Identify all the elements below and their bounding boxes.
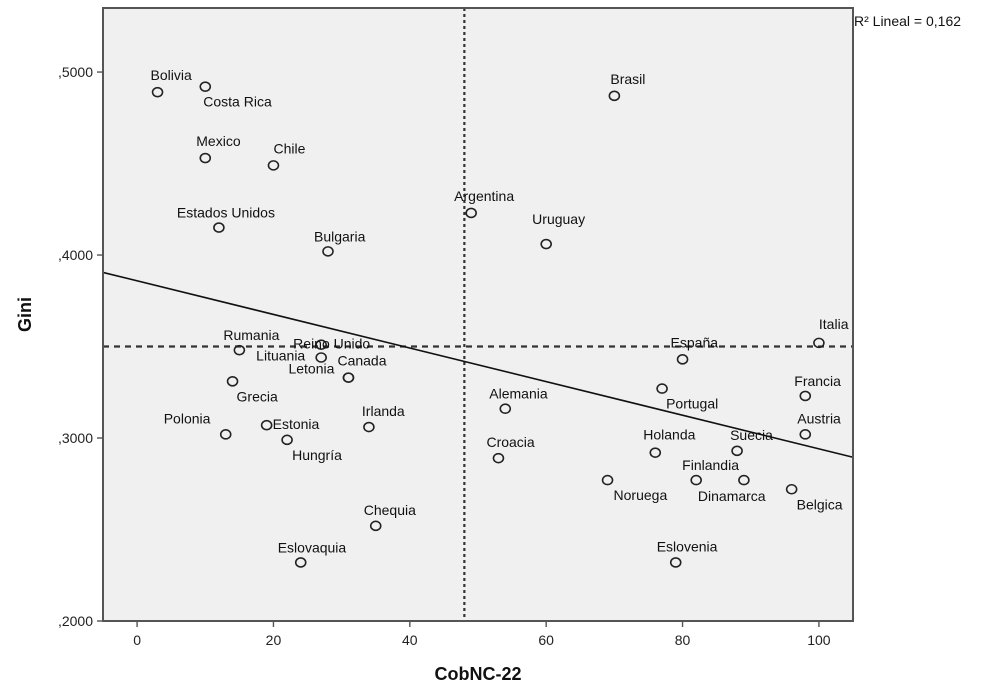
data-point-label: Rumania bbox=[223, 327, 279, 343]
data-point-label: Canada bbox=[337, 353, 386, 369]
data-point-label: Letonia bbox=[288, 361, 334, 377]
data-point-label: Suecia bbox=[730, 427, 773, 443]
data-point-label: Mexico bbox=[196, 133, 241, 149]
y-tick-label: ,3000 bbox=[58, 430, 93, 446]
data-point-label: Costa Rica bbox=[203, 94, 272, 110]
data-point-label: Holanda bbox=[643, 427, 695, 443]
data-point-label: Estonia bbox=[273, 416, 320, 432]
data-point-label: Noruega bbox=[614, 487, 668, 503]
x-tick-label: 0 bbox=[133, 632, 141, 648]
y-axis-title: Gini bbox=[15, 297, 35, 332]
data-point-label: Eslovaquia bbox=[278, 539, 347, 555]
data-point-label: Francia bbox=[794, 373, 841, 389]
x-tick-label: 60 bbox=[538, 632, 554, 648]
data-point-label: Portugal bbox=[666, 396, 718, 412]
data-point-label: Brasil bbox=[610, 71, 645, 87]
data-point-label: España bbox=[671, 334, 719, 350]
data-point-label: Italia bbox=[819, 316, 849, 332]
data-point-label: Polonia bbox=[164, 410, 211, 426]
data-point-label: Austria bbox=[797, 410, 841, 426]
data-point-label: Argentina bbox=[454, 188, 514, 204]
data-point-label: Croacia bbox=[486, 434, 534, 450]
y-tick-label: ,5000 bbox=[58, 64, 93, 80]
data-point-label: Chile bbox=[273, 140, 305, 156]
x-axis-title: CobNC-22 bbox=[434, 664, 521, 684]
data-point-label: Dinamarca bbox=[698, 488, 766, 504]
y-tick-label: ,4000 bbox=[58, 247, 93, 263]
data-point-label: Finlandia bbox=[682, 457, 739, 473]
data-point-label: Alemania bbox=[489, 386, 548, 402]
y-tick-label: ,2000 bbox=[58, 613, 93, 629]
x-tick-label: 20 bbox=[266, 632, 282, 648]
data-point-label: Grecia bbox=[237, 388, 278, 404]
data-point-label: Belgica bbox=[797, 496, 843, 512]
data-point-label: Irlanda bbox=[362, 403, 405, 419]
data-point-label: Estados Unidos bbox=[177, 205, 275, 221]
r-squared-label: R² Lineal = 0,162 bbox=[854, 13, 961, 29]
data-point-label: Bulgaria bbox=[314, 228, 366, 244]
x-tick-label: 80 bbox=[675, 632, 691, 648]
x-tick-label: 100 bbox=[807, 632, 831, 648]
data-point-label: Uruguay bbox=[532, 211, 585, 227]
data-point-label: Hungría bbox=[292, 447, 342, 463]
data-point-label: Eslovenia bbox=[657, 538, 718, 554]
data-point-label: Bolivia bbox=[151, 67, 192, 83]
x-tick-label: 40 bbox=[402, 632, 418, 648]
data-point-label: Chequia bbox=[364, 502, 416, 518]
